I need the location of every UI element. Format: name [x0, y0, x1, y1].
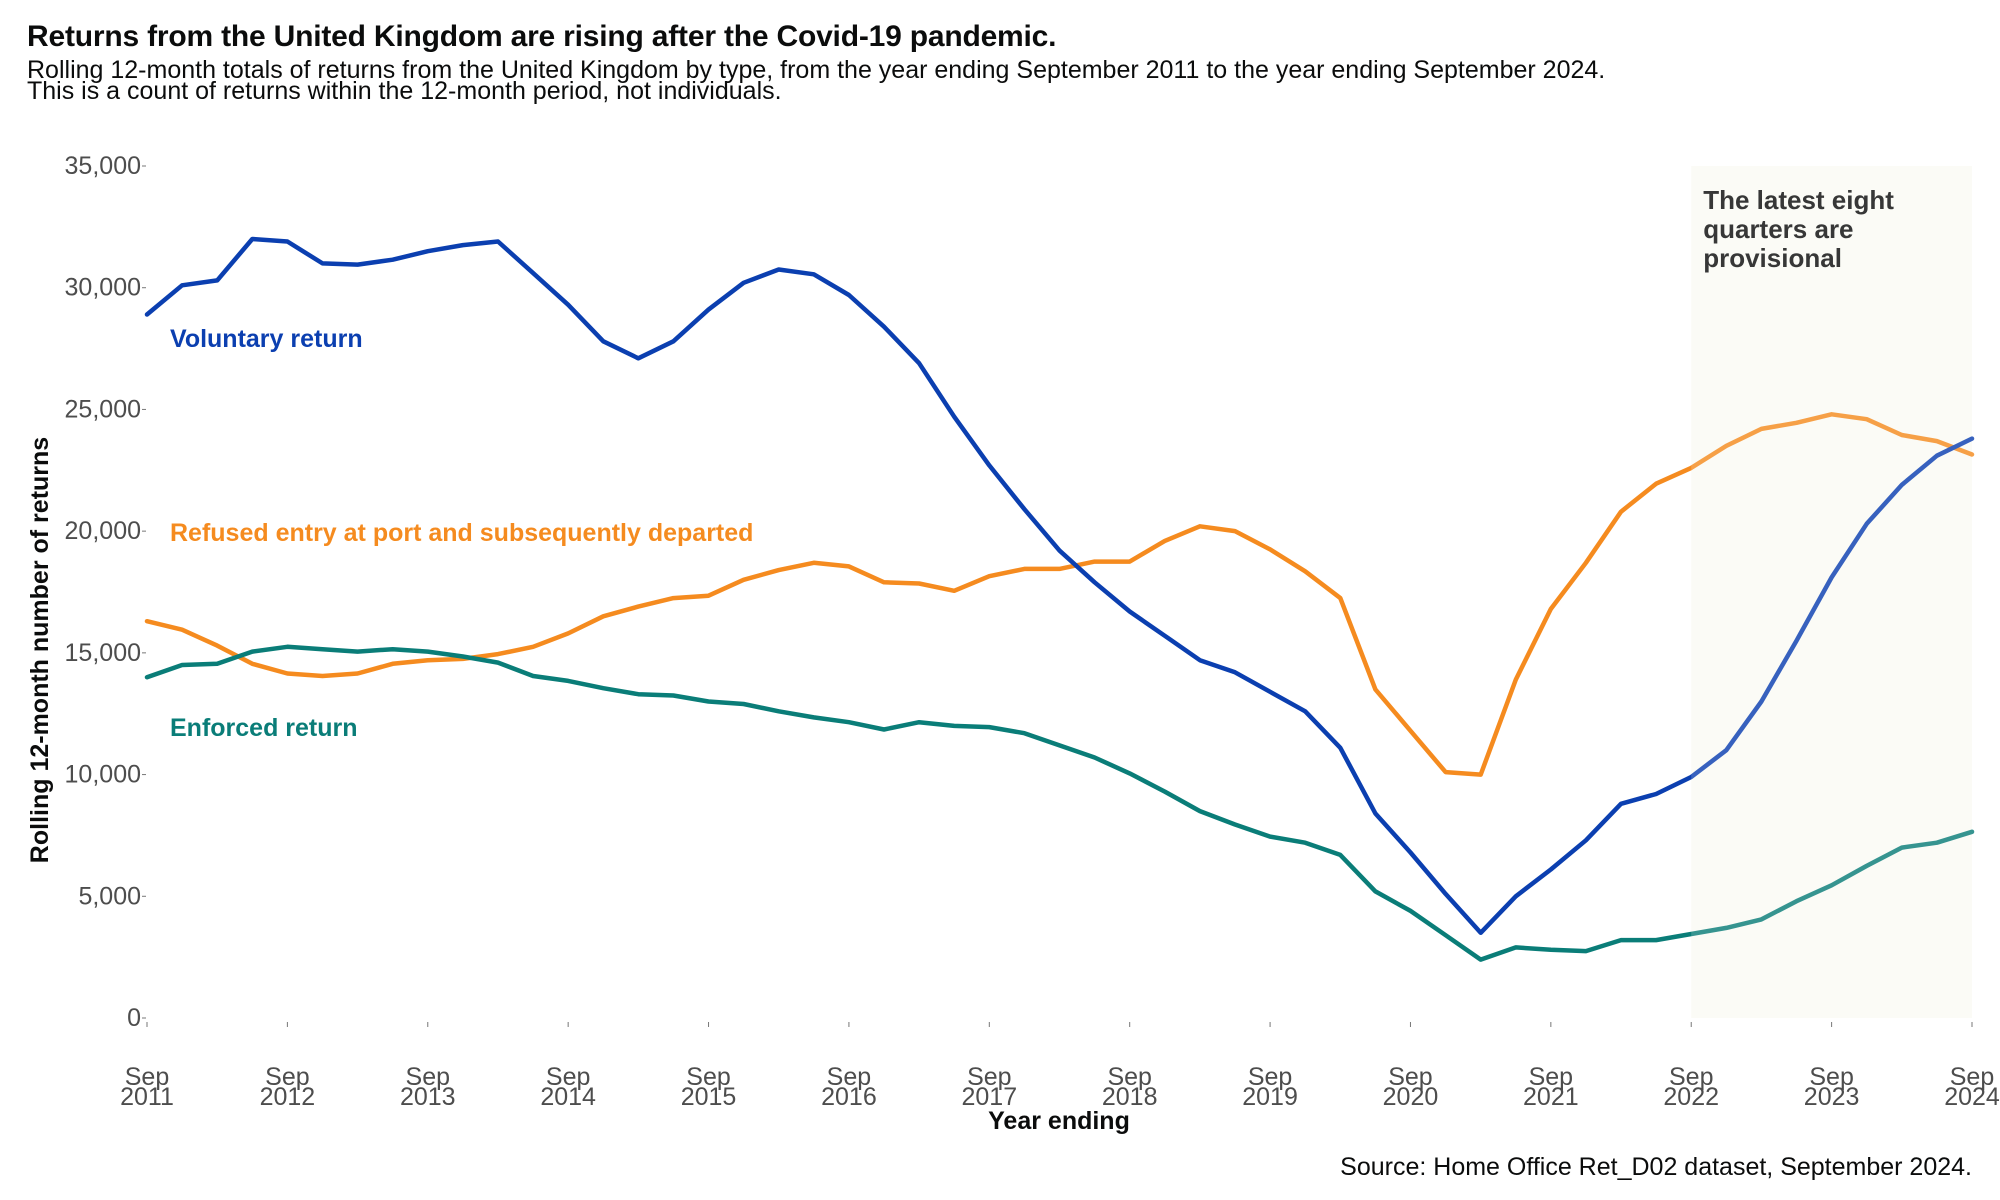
x-tick-label-year: 2021: [1523, 1083, 1579, 1111]
x-tick-label-month: Sep: [1107, 1063, 1151, 1091]
x-tick-label-year: 2024: [1944, 1083, 2000, 1111]
x-axis: Sep2011Sep2012Sep2013Sep2014Sep2015Sep20…: [120, 1022, 2000, 1111]
x-tick-label-month: Sep: [1950, 1063, 1994, 1091]
x-tick-label-year: 2012: [260, 1083, 316, 1111]
y-tick-label: 20,000: [65, 517, 141, 545]
provisional-shading-layer: [1691, 166, 1972, 1018]
x-tick-label-year: 2015: [681, 1083, 737, 1111]
y-tick-label: 5,000: [78, 882, 141, 910]
x-tick-label-month: Sep: [265, 1063, 309, 1091]
y-tick-label: 10,000: [65, 761, 141, 789]
x-tick-label-month: Sep: [967, 1063, 1011, 1091]
provisional-note: The latest eight quarters are provisional: [1703, 185, 1894, 273]
refused-entry-label: Refused entry at port and subsequently d…: [170, 519, 753, 547]
enforced-return-label: Enforced return: [170, 714, 358, 742]
y-tick-label: 25,000: [65, 395, 141, 423]
voluntary-return-label: Voluntary return: [170, 325, 363, 353]
x-tick-label-year: 2022: [1663, 1083, 1719, 1111]
x-tick-label-year: 2017: [961, 1083, 1017, 1111]
x-tick-label-year: 2011: [120, 1083, 174, 1111]
x-tick-label-year: 2016: [821, 1083, 877, 1111]
x-tick-label-year: 2019: [1242, 1083, 1298, 1111]
x-tick-label-month: Sep: [546, 1063, 590, 1091]
y-tick-label: 35,000: [65, 152, 141, 180]
x-tick-label-year: 2013: [400, 1083, 456, 1111]
subtitle-line-1: Rolling 12-month totals of returns from …: [27, 56, 1606, 84]
enforced-return-line: [144, 644, 1975, 962]
provisional-note-line: provisional: [1703, 243, 1842, 273]
chart-subtitle: Rolling 12-month totals of returns from …: [27, 56, 1606, 105]
provisional-note-line: quarters are: [1703, 214, 1853, 244]
y-axis: 0 5,000 10,000 15,000 20,000 25,000 30,000 35,0…: [65, 152, 146, 1032]
refused-entry-line: [144, 412, 1975, 777]
x-tick-label-month: Sep: [1669, 1063, 1713, 1091]
provisional-note-line: The latest eight: [1703, 185, 1894, 215]
x-tick-label-year: 2023: [1804, 1083, 1860, 1111]
x-tick-label-month: Sep: [406, 1063, 450, 1091]
y-axis-title: Rolling 12-month number of returns: [26, 437, 54, 863]
x-axis-title: Year ending: [988, 1107, 1130, 1135]
voluntary-return-line: [144, 236, 1975, 936]
x-tick-label-month: Sep: [1248, 1063, 1292, 1091]
x-tick-label-month: Sep: [827, 1063, 871, 1091]
series-lines: [144, 166, 1978, 1018]
y-tick-label: 0: [127, 1004, 141, 1032]
x-tick-label-year: 2014: [540, 1083, 596, 1111]
x-tick-label-month: Sep: [1529, 1063, 1573, 1091]
y-tick-label: 30,000: [65, 274, 141, 302]
x-tick-label-year: 2018: [1102, 1083, 1158, 1111]
provisional-shading: [1691, 166, 1972, 1018]
provisional-annotation: The latest eight quarters are provisional: [1703, 185, 1894, 273]
x-tick-label-month: Sep: [686, 1063, 730, 1091]
provisional-fade: [1691, 166, 1978, 1018]
subtitle-line-2: This is a count of returns within the 12…: [27, 77, 782, 105]
x-tick-label-month: Sep: [125, 1063, 169, 1091]
x-tick-label-month: Sep: [1388, 1063, 1432, 1091]
source-note: Source: Home Office Ret_D02 dataset, Sep…: [1340, 1153, 1972, 1181]
x-tick-label-month: Sep: [1809, 1063, 1853, 1091]
x-tick-label-year: 2020: [1383, 1083, 1439, 1111]
y-tick-label: 15,000: [65, 639, 141, 667]
series-labels: Voluntary return Refused entry at port an…: [170, 325, 753, 742]
chart-title: Returns from the United Kingdom are risi…: [27, 20, 1057, 53]
